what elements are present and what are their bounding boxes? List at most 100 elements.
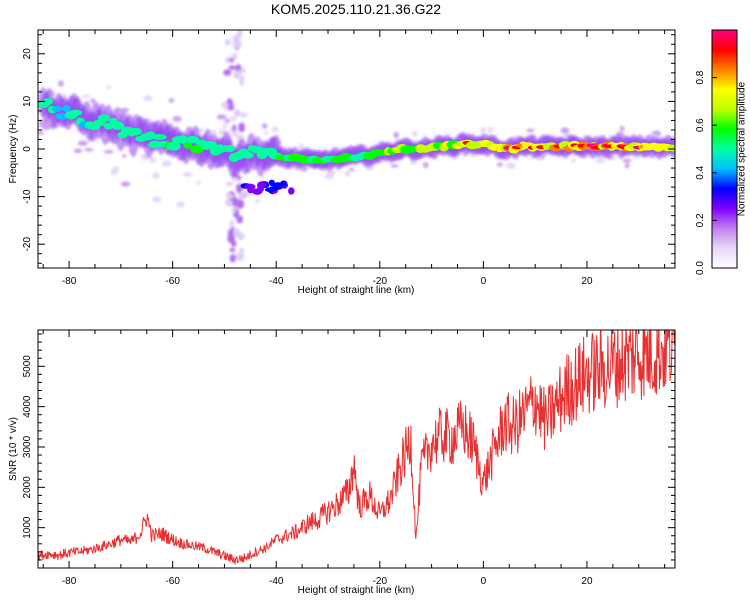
spectrogram-noise-blob bbox=[58, 80, 64, 87]
spectrogram-noise-blob bbox=[622, 158, 632, 163]
spectrogram-ridge-cell bbox=[185, 135, 200, 144]
spectrogram-noise-blob bbox=[196, 180, 201, 185]
spectrogram-noise-blob bbox=[122, 154, 127, 158]
spectrogram-noise-blob bbox=[90, 98, 96, 104]
spectrogram-streak-blob bbox=[237, 192, 244, 200]
snr-xlabel: Height of straight line (km) bbox=[298, 585, 415, 596]
snr-ytick-label: 3000 bbox=[22, 435, 33, 458]
spectrogram-noise-blob bbox=[105, 85, 112, 90]
spectrogram-noise-blob bbox=[152, 172, 160, 180]
snr-xtick-label: -80 bbox=[62, 576, 77, 587]
colorbar: 0.0 0.2 0.4 0.6 0.8 Normalized spectral ampl… bbox=[695, 29, 748, 275]
spectrogram-noise-blob bbox=[176, 201, 185, 208]
spectrogram-noise-blob bbox=[526, 128, 535, 133]
snr-xtick-label: -60 bbox=[165, 576, 180, 587]
spectrogram-noise-blob bbox=[261, 123, 268, 129]
spectrogram-xtick-label: 20 bbox=[581, 276, 593, 287]
spectrogram-ridge-cell bbox=[111, 121, 125, 130]
spectrogram-ridge-cell bbox=[62, 104, 71, 113]
spectrogram-streak-blob bbox=[236, 252, 245, 261]
spectrogram-noise-blob bbox=[161, 160, 172, 167]
spectrogram-xtick-label: -60 bbox=[165, 276, 180, 287]
spectrogram-branch-blob bbox=[247, 185, 255, 194]
spectrogram-noise-blob bbox=[393, 131, 400, 139]
spectrogram-noise-blob bbox=[149, 156, 157, 163]
spectrogram-branch-blob bbox=[288, 187, 295, 195]
spectrogram-streak-blob bbox=[224, 39, 231, 46]
spectrogram-noise-blob bbox=[182, 172, 193, 177]
spectrogram-ridge-cell bbox=[52, 105, 63, 113]
spectrogram-marks bbox=[38, 30, 675, 263]
spectrogram-ylabel: Frequency (Hz) bbox=[8, 115, 19, 184]
spectrogram-ytick-label: -20 bbox=[22, 237, 33, 252]
snr-frame bbox=[37, 329, 676, 569]
spectrogram-streak-blob bbox=[229, 219, 234, 228]
snr-xtick-label: -40 bbox=[269, 576, 284, 587]
spectrogram-noise-blob bbox=[271, 126, 279, 132]
spectrogram-xtick-label: -20 bbox=[373, 276, 388, 287]
spectrogram-streak-blob bbox=[235, 70, 243, 75]
spectrogram-ridge-cell bbox=[97, 114, 110, 123]
spectrogram-noise-blob bbox=[479, 127, 486, 134]
spectrogram-ridge-cell bbox=[183, 142, 193, 149]
spectrogram-ytick-label: 20 bbox=[22, 48, 33, 60]
spectrogram-ridge-cell bbox=[103, 122, 113, 130]
snr-axes: -80 -60 -40 -20 0 20 1000 2000 3000 4000 5000 bbox=[22, 330, 675, 587]
spectrogram-noise-blob bbox=[344, 170, 351, 177]
spectrogram-streak-blob bbox=[228, 229, 234, 239]
spectrogram-streak-blob bbox=[226, 193, 234, 199]
colorbar-label: Normalized spectral amplitude bbox=[737, 81, 748, 216]
spectrogram-noise-blob bbox=[77, 140, 88, 146]
spectrogram-xtick-label: 0 bbox=[481, 276, 487, 287]
spectrogram-ytick-label: 0 bbox=[22, 146, 33, 152]
spectrogram-noise-blob bbox=[624, 162, 630, 169]
spectrogram-xtick-label: -80 bbox=[62, 276, 77, 287]
spectrogram-noise-blob bbox=[571, 158, 576, 163]
spectrogram-noise-blob bbox=[298, 143, 304, 150]
spectrogram-streak-blob bbox=[237, 232, 245, 241]
spectrogram-streak-blob bbox=[229, 247, 236, 252]
spectrogram-panel: -80 -60 -40 -20 0 20 -20 -10 0 10 20 Height of str… bbox=[8, 29, 676, 296]
spectrogram-branch-blob bbox=[257, 185, 264, 193]
spectrogram-noise-blob bbox=[120, 181, 131, 187]
spectrogram-streak-blob bbox=[223, 69, 232, 76]
spectrogram-streak-blob bbox=[235, 64, 242, 72]
spectrogram-ridge bbox=[38, 98, 675, 195]
snr-ytick-label: 4000 bbox=[22, 395, 33, 418]
snr-xtick-label: 20 bbox=[581, 576, 593, 587]
spectrogram-streak-blob bbox=[239, 74, 245, 84]
snr-ylabel: SNR (10 * v/v) bbox=[8, 417, 19, 481]
colorbar-tick-label: 0.8 bbox=[695, 70, 706, 84]
spectrogram-noise-blob bbox=[619, 125, 625, 132]
snr-ytick-label: 5000 bbox=[22, 355, 33, 378]
spectrogram-ridge-cell bbox=[130, 127, 142, 136]
spectrogram-xlabel: Height of straight line (km) bbox=[298, 285, 415, 296]
spectrogram-noise-blob bbox=[230, 131, 238, 136]
spectrogram-noise-blob bbox=[230, 116, 237, 122]
spectrogram-noise-blob bbox=[73, 148, 83, 154]
spectrogram-streak-blob bbox=[232, 52, 238, 61]
snr-xtick-label: -20 bbox=[373, 576, 388, 587]
spectrogram-noise-blob bbox=[119, 107, 130, 112]
spectrogram-noise-blob bbox=[595, 159, 606, 164]
spectrogram-axes: -80 -60 -40 -20 0 20 -20 -10 0 10 20 bbox=[22, 30, 675, 287]
snr-xtick-label: 0 bbox=[481, 576, 487, 587]
spectrogram-noise-blob bbox=[81, 94, 91, 98]
spectrogram-branch-blob bbox=[265, 187, 274, 192]
spectrogram-noise-blob bbox=[506, 162, 517, 169]
spectrogram-streak-blob bbox=[232, 124, 237, 132]
spectrogram-ytick-label: -10 bbox=[22, 189, 33, 204]
spectrogram-ridge-cell bbox=[242, 151, 254, 159]
spectrogram-noise-blob bbox=[143, 95, 153, 102]
spectrogram-streak-blob bbox=[228, 65, 236, 70]
spectrogram-streak-blob bbox=[236, 199, 245, 209]
spectrogram-ytick-label: 10 bbox=[22, 95, 33, 107]
spectrogram-streak-blob bbox=[236, 215, 244, 224]
spectrogram-streak-blob bbox=[231, 240, 237, 247]
spectrogram-branch-blob bbox=[280, 180, 288, 187]
colorbar-tick-label: 0.0 bbox=[695, 261, 706, 275]
spectrogram-streak-blob bbox=[239, 247, 245, 253]
snr-ytick-label: 1000 bbox=[22, 516, 33, 539]
spectrogram-streak-blob bbox=[238, 122, 246, 133]
spectrogram-noise-blob bbox=[560, 127, 570, 134]
